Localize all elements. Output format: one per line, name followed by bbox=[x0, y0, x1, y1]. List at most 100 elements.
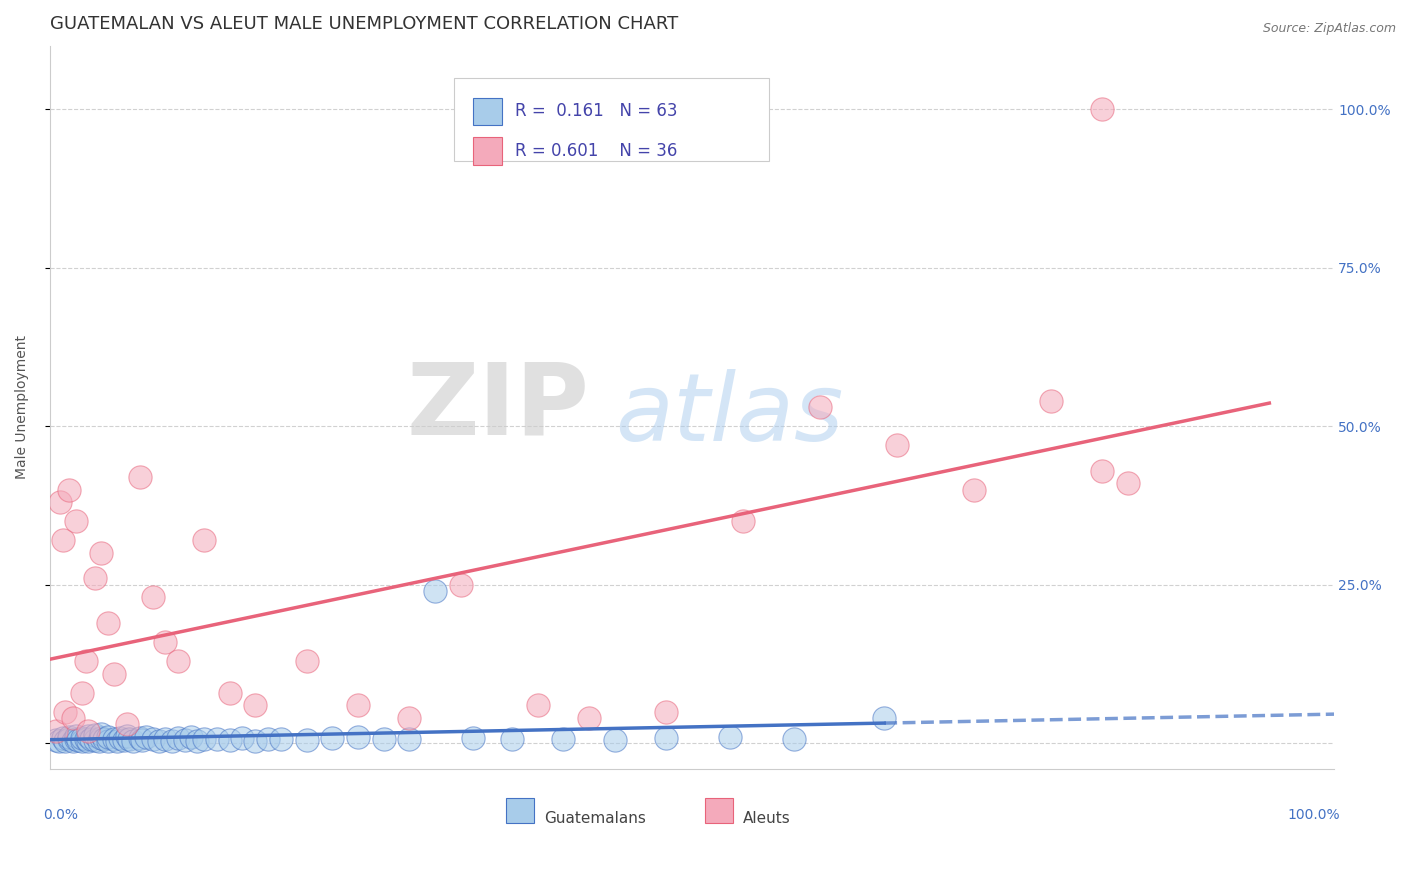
Point bbox=[75, 732, 97, 747]
Point bbox=[62, 711, 84, 725]
Point bbox=[77, 723, 100, 738]
Point bbox=[173, 733, 195, 747]
Point bbox=[578, 711, 600, 725]
Point bbox=[373, 732, 395, 747]
Point bbox=[97, 615, 120, 630]
Point bbox=[873, 711, 896, 725]
Point bbox=[115, 717, 138, 731]
Point bbox=[87, 733, 110, 747]
Point bbox=[193, 533, 215, 548]
Point bbox=[103, 666, 125, 681]
Point bbox=[45, 723, 67, 738]
Point bbox=[122, 734, 145, 748]
Bar bbox=[474, 137, 502, 165]
Point bbox=[321, 731, 343, 746]
Point bbox=[231, 731, 253, 746]
Point bbox=[257, 731, 280, 746]
Point bbox=[180, 730, 202, 744]
Point bbox=[141, 591, 163, 605]
Point bbox=[70, 733, 93, 747]
Point bbox=[205, 732, 228, 747]
Point bbox=[80, 731, 103, 746]
Point bbox=[112, 733, 135, 747]
Point bbox=[48, 734, 70, 748]
Point bbox=[347, 698, 370, 713]
Point bbox=[58, 483, 80, 497]
Point bbox=[295, 654, 318, 668]
Point bbox=[52, 731, 75, 746]
Point bbox=[526, 698, 548, 713]
Point bbox=[398, 711, 420, 725]
Point bbox=[45, 733, 67, 747]
Point bbox=[70, 731, 93, 745]
Point bbox=[110, 731, 132, 745]
Point bbox=[1116, 476, 1139, 491]
Point bbox=[808, 400, 831, 414]
Point bbox=[553, 732, 575, 747]
Point bbox=[155, 635, 177, 649]
Bar bbox=[474, 98, 502, 125]
Point bbox=[398, 731, 420, 746]
Point bbox=[105, 733, 128, 747]
Point bbox=[58, 732, 80, 747]
Text: Guatemalans: Guatemalans bbox=[544, 811, 645, 826]
Point bbox=[97, 734, 120, 748]
Point bbox=[1040, 393, 1063, 408]
Point bbox=[75, 654, 97, 668]
Text: Source: ZipAtlas.com: Source: ZipAtlas.com bbox=[1263, 22, 1396, 36]
Point bbox=[347, 730, 370, 744]
Text: R =  0.161   N = 63: R = 0.161 N = 63 bbox=[515, 103, 678, 120]
Point bbox=[218, 733, 240, 747]
Point bbox=[886, 438, 908, 452]
Point bbox=[62, 734, 84, 748]
Bar bbox=[506, 797, 534, 822]
Point bbox=[655, 705, 678, 719]
Text: atlas: atlas bbox=[614, 369, 844, 460]
Point bbox=[77, 734, 100, 748]
Point bbox=[295, 733, 318, 747]
Point bbox=[77, 729, 100, 743]
Text: 0.0%: 0.0% bbox=[44, 808, 79, 822]
Point bbox=[1091, 464, 1114, 478]
Point bbox=[450, 578, 472, 592]
Point bbox=[90, 727, 112, 741]
Point bbox=[167, 731, 190, 746]
Text: ZIP: ZIP bbox=[406, 359, 589, 456]
Bar bbox=[704, 797, 733, 822]
Text: 100.0%: 100.0% bbox=[1288, 808, 1340, 822]
Point bbox=[501, 731, 523, 746]
Point bbox=[167, 654, 190, 668]
Point bbox=[463, 731, 485, 746]
Text: R = 0.601    N = 36: R = 0.601 N = 36 bbox=[515, 142, 676, 161]
Point bbox=[103, 731, 125, 746]
Point bbox=[65, 729, 87, 743]
Point bbox=[58, 730, 80, 744]
Point bbox=[135, 730, 157, 744]
Point bbox=[218, 685, 240, 699]
Y-axis label: Male Unemployment: Male Unemployment bbox=[15, 335, 30, 479]
Point bbox=[186, 733, 208, 747]
Point bbox=[52, 533, 75, 548]
Point bbox=[83, 733, 105, 747]
Point bbox=[65, 731, 87, 746]
Point bbox=[90, 546, 112, 560]
Point bbox=[97, 730, 120, 744]
Point bbox=[83, 571, 105, 585]
Bar bbox=[454, 78, 769, 161]
Point bbox=[245, 733, 267, 747]
Point bbox=[148, 733, 170, 747]
Point bbox=[67, 733, 90, 747]
Point bbox=[155, 732, 177, 747]
Point bbox=[128, 731, 150, 746]
Point bbox=[141, 731, 163, 746]
Point bbox=[603, 733, 626, 747]
Text: GUATEMALAN VS ALEUT MALE UNEMPLOYMENT CORRELATION CHART: GUATEMALAN VS ALEUT MALE UNEMPLOYMENT CO… bbox=[49, 15, 678, 33]
Point bbox=[70, 685, 93, 699]
Point bbox=[731, 514, 754, 528]
Point bbox=[270, 732, 292, 747]
Point bbox=[83, 728, 105, 742]
Point bbox=[131, 733, 153, 747]
Text: Aleuts: Aleuts bbox=[742, 811, 790, 826]
Point bbox=[90, 731, 112, 746]
Point bbox=[49, 495, 72, 509]
